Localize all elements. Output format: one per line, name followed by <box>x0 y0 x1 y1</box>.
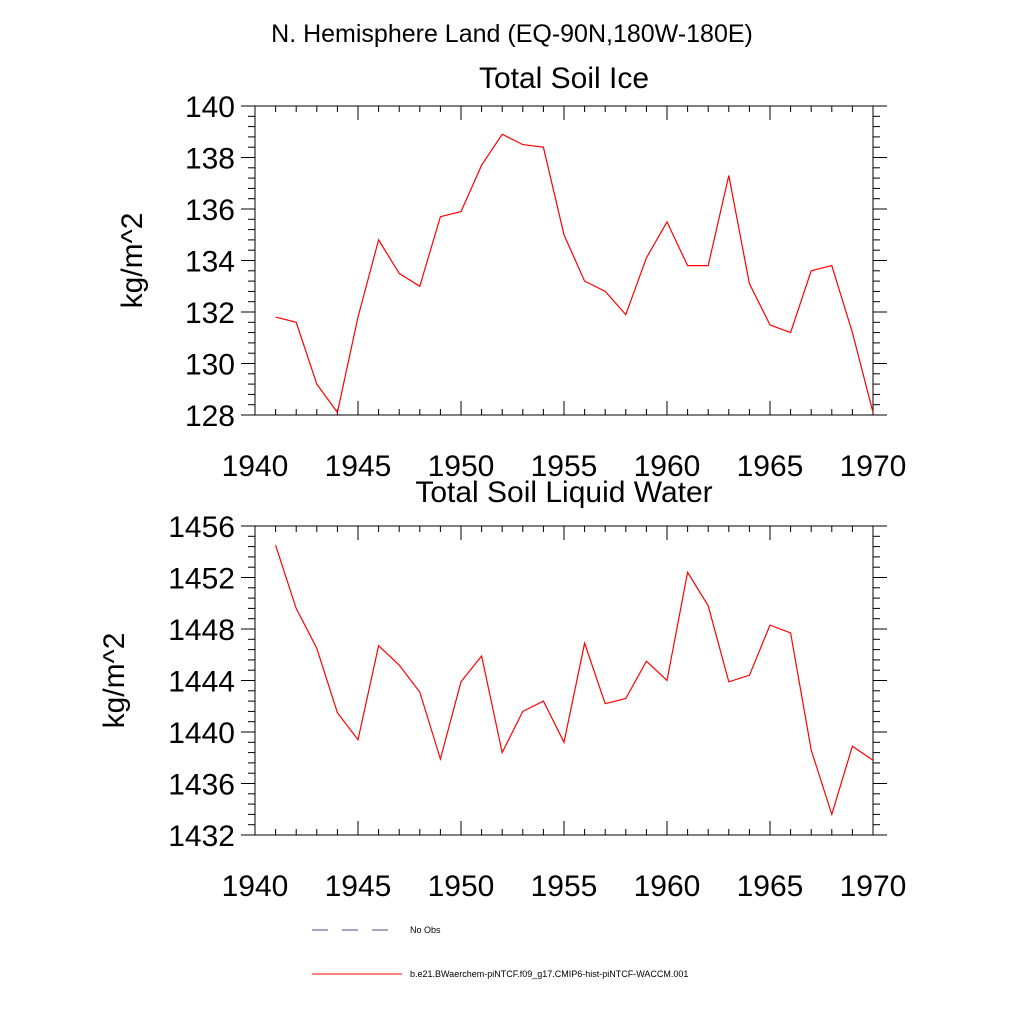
y-tick-label: 1444 <box>168 666 235 699</box>
x-tick-label: 1970 <box>840 870 907 903</box>
plot-frame <box>254 105 874 416</box>
y-tick-label: 1432 <box>168 820 235 853</box>
chart-panels: Total Soil Ice kg/m^2 1940 1945 1950 1955 1960… <box>98 62 906 903</box>
y-tick-label: 1448 <box>168 614 235 647</box>
y-axis-label: kg/m^2 <box>116 213 149 309</box>
x-tick-label: 1955 <box>531 450 598 483</box>
y-tick-label: 128 <box>185 400 235 433</box>
plot-frame <box>254 525 874 836</box>
y-tick-label: 1456 <box>168 511 235 544</box>
y-tick-label: 1436 <box>168 769 235 802</box>
chart-title: Total Soil Ice <box>479 62 649 95</box>
y-axis-label: kg/m^2 <box>98 633 131 729</box>
series-line-1 <box>275 133 874 414</box>
y-tick-label: 1452 <box>168 563 235 596</box>
legend-no-obs-label: No Obs <box>410 925 441 935</box>
y-tick-label: 140 <box>185 91 235 124</box>
chart-panel-1: Total Soil Ice kg/m^2 1940 1945 1950 1955 1960… <box>116 62 906 483</box>
chart-panel-2: Total Soil Liquid Water kg/m^2 1940 1945 195… <box>98 476 906 903</box>
y-tick-label: 136 <box>185 194 235 227</box>
y-tick-label: 132 <box>185 297 235 330</box>
series-line-1 <box>275 545 874 817</box>
x-tick-label: 1965 <box>737 870 804 903</box>
x-tick-label: 1960 <box>634 450 701 483</box>
x-tick-label: 1970 <box>840 450 907 483</box>
chart-title: Total Soil Liquid Water <box>415 476 712 509</box>
y-tick-label: 130 <box>185 349 235 382</box>
y-tick-label: 134 <box>185 246 235 279</box>
figure-title: N. Hemisphere Land (EQ-90N,180W-180E) <box>271 20 753 48</box>
x-tick-label: 1965 <box>737 450 804 483</box>
x-tick-label: 1940 <box>222 450 289 483</box>
legend-series-label: b.e21.BWaerchem-piNTCF.f09_g17.CMIP6-his… <box>410 969 688 979</box>
x-tick-label: 1945 <box>325 870 392 903</box>
y-tick-label: 1440 <box>168 717 235 750</box>
x-tick-label: 1950 <box>428 450 495 483</box>
legend: No Obs b.e21.BWaerchem-piNTCF.f09_g17.CM… <box>312 925 688 979</box>
x-tick-label: 1945 <box>325 450 392 483</box>
x-tick-label: 1960 <box>634 870 701 903</box>
y-tick-label: 138 <box>185 143 235 176</box>
x-tick-label: 1950 <box>428 870 495 903</box>
x-tick-label: 1955 <box>531 870 598 903</box>
x-tick-label: 1940 <box>222 870 289 903</box>
